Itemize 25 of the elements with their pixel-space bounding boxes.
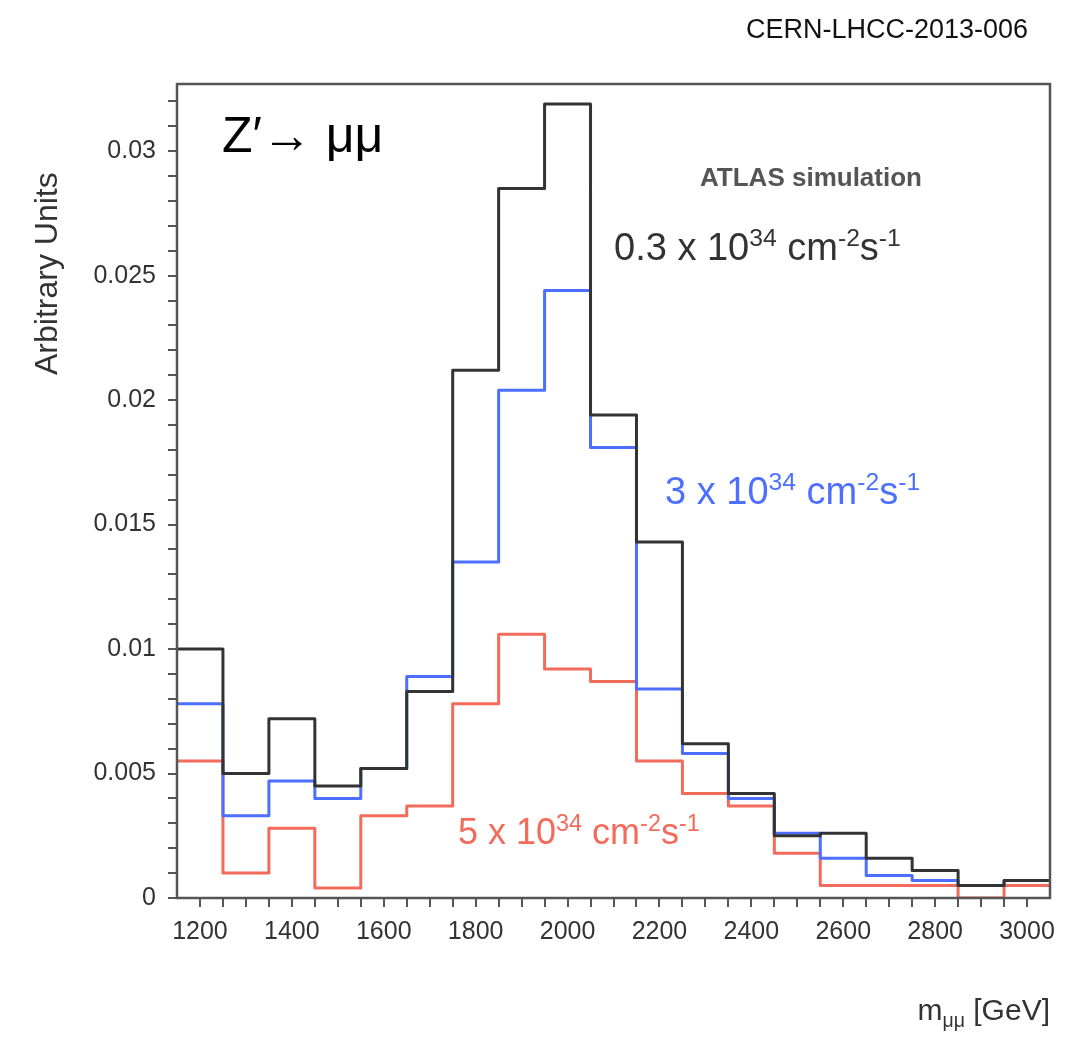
x-tick-label: 1400 xyxy=(264,915,320,944)
y-tick-label: 0.01 xyxy=(107,632,156,661)
x-tick-label: 2400 xyxy=(723,915,780,944)
x-tick-label: 2800 xyxy=(907,915,963,944)
series-label: 0.3 x 10$^{34}$ cm$^{-2}$s$^{-1}$ xyxy=(614,224,901,268)
annotation: Z′→ μμ xyxy=(222,107,384,163)
series-label: 5 x 10$^{34}$ cm$^{-2}$s$^{-1}$ xyxy=(458,810,700,852)
annotation: ATLAS simulation xyxy=(700,162,922,192)
x-tick-label: 1800 xyxy=(447,915,504,944)
x-tick-label: 1200 xyxy=(172,915,228,944)
y-tick-label: 0.015 xyxy=(93,508,156,537)
x-tick-label: 2000 xyxy=(539,915,596,944)
y-tick-label: 0.02 xyxy=(107,384,156,413)
series-label: 3 x 10$^{34}$ cm$^{-2}$s$^{-1}$ xyxy=(665,468,921,512)
y-tick-label: 0.03 xyxy=(107,135,156,164)
y-tick-label: 0.005 xyxy=(93,757,156,786)
x-tick-label: 1600 xyxy=(355,915,412,944)
y-tick-label: 0.025 xyxy=(93,259,156,288)
x-tick-label: 3000 xyxy=(999,915,1055,944)
x-tick-label: 2200 xyxy=(631,915,688,944)
text: CERN-LHCC-2013-006 xyxy=(745,14,1028,44)
y-axis-title: Arbitrary Units xyxy=(28,172,64,375)
y-tick-label: 0 xyxy=(142,881,156,910)
x-axis-title: m$_{μμ}$ [GeV] xyxy=(917,993,1050,1031)
x-tick-label: 2600 xyxy=(815,915,872,944)
